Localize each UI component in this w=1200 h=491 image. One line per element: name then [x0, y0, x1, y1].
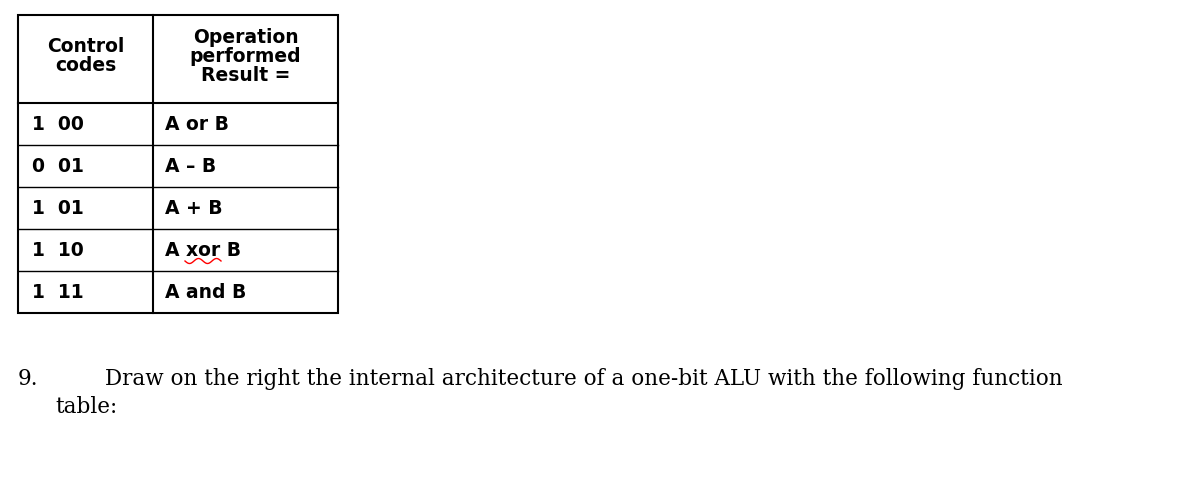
Text: A or B: A or B [166, 114, 229, 134]
Text: table:: table: [55, 396, 118, 418]
Text: 1  11: 1 11 [32, 282, 84, 301]
Text: Control: Control [47, 36, 124, 55]
Text: codes: codes [55, 55, 116, 75]
Text: 1  01: 1 01 [32, 198, 84, 218]
Text: performed: performed [190, 47, 301, 65]
Text: A – B: A – B [166, 157, 216, 175]
Text: Draw on the right the internal architecture of a one-bit ALU with the following : Draw on the right the internal architect… [106, 368, 1063, 390]
Text: A + B: A + B [166, 198, 223, 218]
Text: Operation: Operation [193, 27, 299, 47]
Text: Result =: Result = [200, 65, 290, 84]
Text: 0  01: 0 01 [32, 157, 84, 175]
Text: 9.: 9. [18, 368, 38, 390]
Text: 1  10: 1 10 [32, 241, 84, 260]
Text: A xor B: A xor B [166, 241, 241, 260]
Text: 1  00: 1 00 [32, 114, 84, 134]
Text: A and B: A and B [166, 282, 246, 301]
Bar [18, 15, 338, 313]
